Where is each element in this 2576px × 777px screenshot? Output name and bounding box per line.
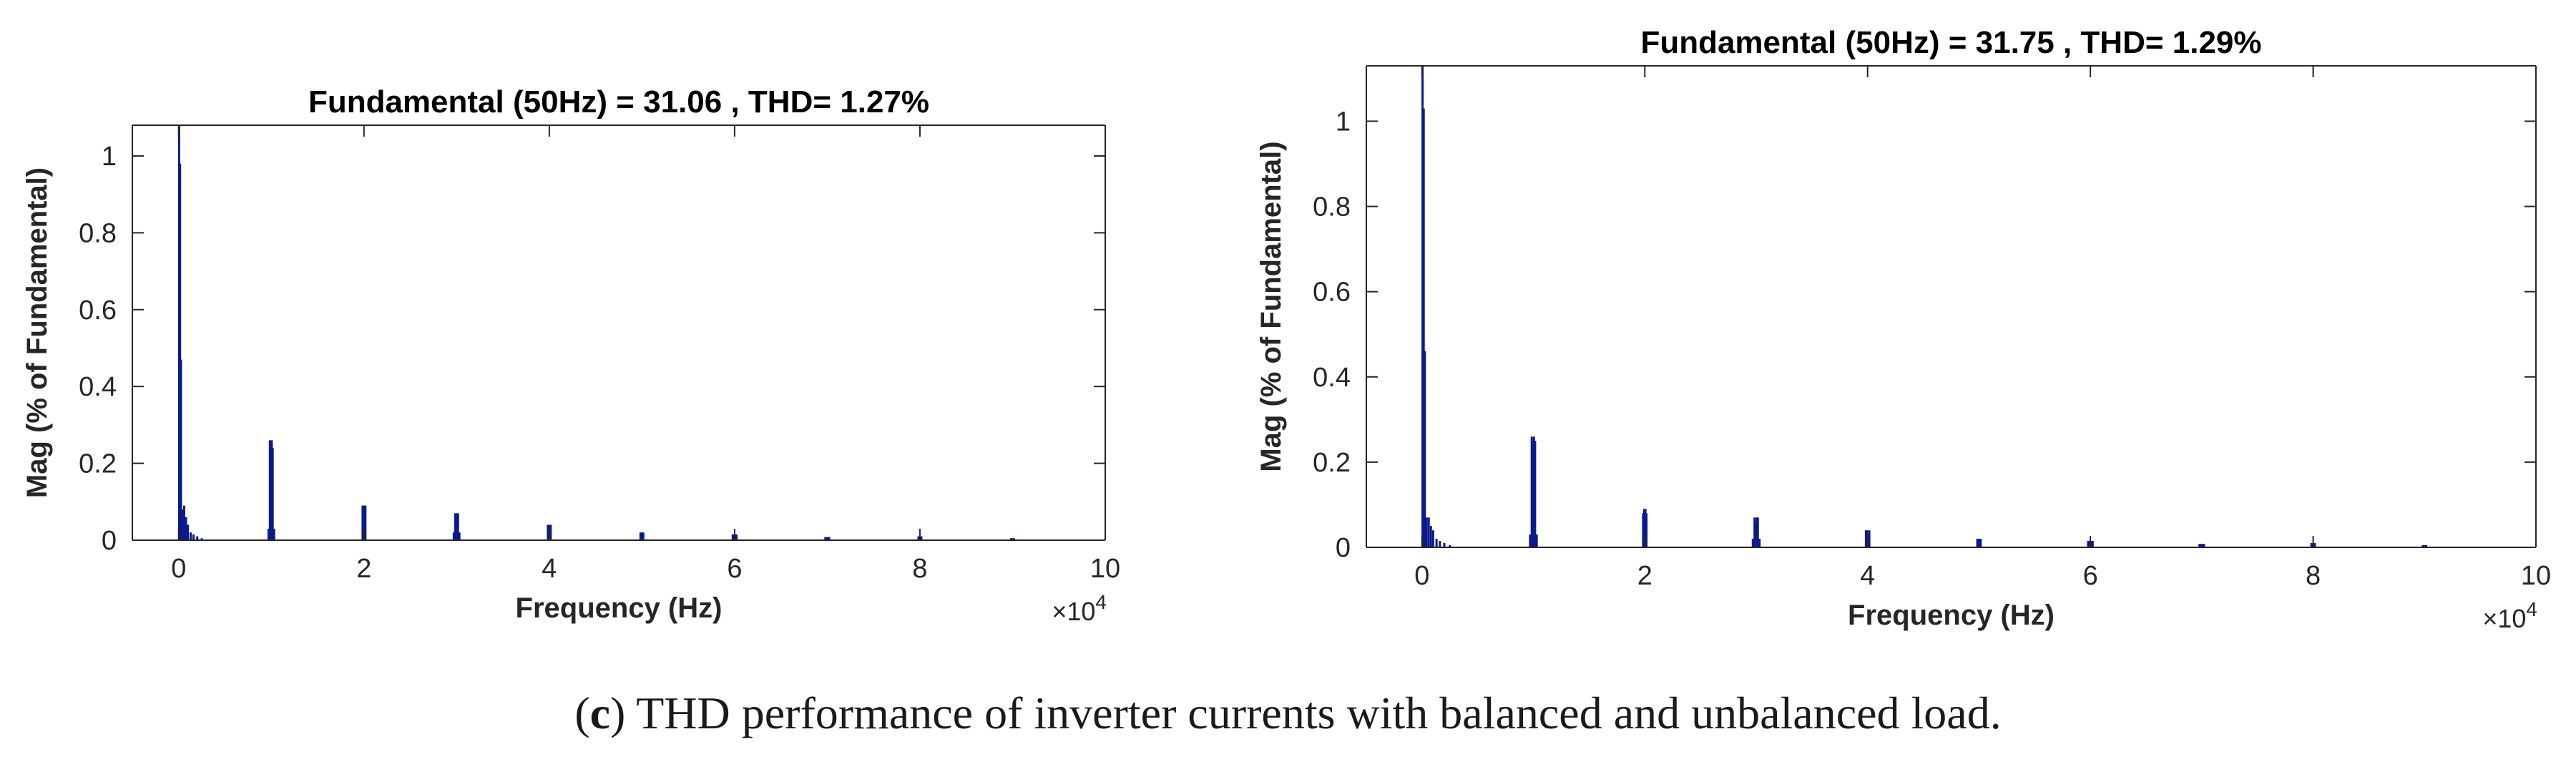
chart-unbalanced-load: 0 2 4 6 8 10 0 0.2 0.4 0.6 0.8 1 Fundamental (50Hz) … [1255, 25, 2551, 633]
y-tick-label: 0.4 [1313, 363, 1351, 393]
x-tick-label: 4 [1860, 561, 1875, 591]
x-tick-label: 10 [1090, 554, 1120, 584]
caption-open: ( [574, 688, 590, 738]
caption-close: ) [610, 688, 626, 738]
x-tick-label: 6 [727, 554, 742, 584]
y-axis-label: Mag (% of Fundamental) [1255, 141, 1287, 471]
x-tick-label: 2 [1637, 561, 1652, 591]
plot-area [132, 125, 1105, 540]
x-tick-label: 0 [1414, 561, 1429, 591]
x-tick-label: 10 [2521, 561, 2551, 591]
x-tick-label: 6 [2083, 561, 2098, 591]
x-axis-label: Frequency (Hz) [516, 592, 723, 624]
y-tick-label: 0.6 [1313, 278, 1351, 308]
caption-text: THD performance of inverter currents wit… [625, 688, 2002, 738]
x-axis-label: Frequency (Hz) [1848, 600, 2055, 631]
x-multiplier-label: ×104 [2482, 598, 2537, 633]
x-tick-label: 4 [542, 554, 557, 584]
chart-title: Fundamental (50Hz) = 31.75 , THD= 1.29% [1640, 25, 2261, 60]
y-tick-label: 0.4 [79, 372, 117, 402]
y-tick-label: 0 [1336, 533, 1351, 563]
chart-balanced-load: 0 2 4 6 8 10 0 0.2 0.4 0.6 0.8 1 Fundamental (50Hz) … [21, 84, 1120, 626]
plot-area [1366, 66, 2536, 547]
x-tick-label: 8 [2306, 561, 2321, 591]
y-tick-label: 0.8 [79, 218, 117, 248]
y-tick-label: 1 [102, 142, 117, 172]
y-tick-label: 0.2 [1313, 448, 1351, 478]
y-tick-label: 0.8 [1313, 192, 1351, 223]
y-tick-label: 0.2 [79, 449, 117, 479]
x-multiplier-exponent: 4 [2526, 598, 2537, 620]
figure-caption: (c) THD performance of inverter currents… [0, 687, 2576, 740]
y-tick-label: 0.6 [79, 295, 117, 326]
x-multiplier-label: ×104 [1052, 591, 1107, 626]
x-tick-label: 2 [356, 554, 371, 584]
x-tick-label: 0 [171, 554, 186, 584]
x-tick-label: 8 [912, 554, 927, 584]
y-tick-label: 0 [102, 526, 117, 556]
x-multiplier-exponent: 4 [1095, 591, 1107, 613]
x-multiplier-base: ×10 [1052, 597, 1095, 626]
x-multiplier-base: ×10 [2482, 604, 2526, 633]
chart-title: Fundamental (50Hz) = 31.06 , THD= 1.27% [308, 84, 929, 119]
y-tick-label: 1 [1336, 107, 1351, 137]
caption-label: c [589, 688, 611, 738]
y-axis-label: Mag (% of Fundamental) [21, 167, 53, 498]
